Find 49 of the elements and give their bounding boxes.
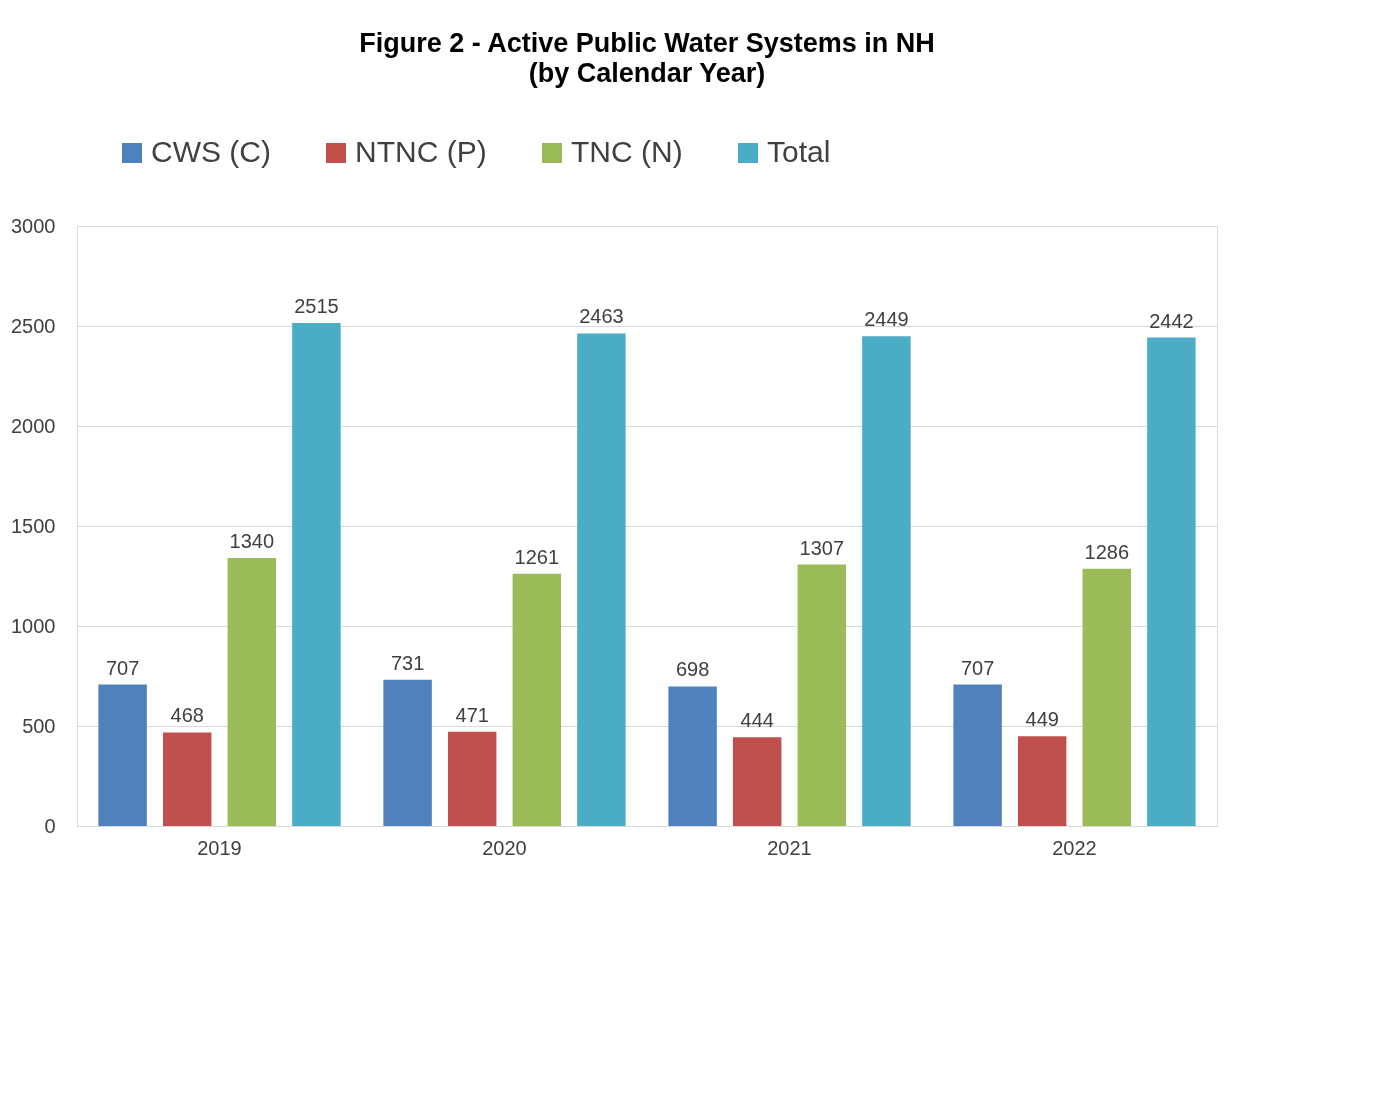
- data-label: 468: [170, 704, 204, 727]
- y-tick-label: 0: [44, 814, 56, 837]
- data-label: 698: [675, 658, 710, 681]
- bar: [227, 558, 277, 826]
- bar: [1017, 736, 1067, 826]
- bar: [797, 564, 847, 826]
- x-tick-label: 2022: [1052, 836, 1097, 859]
- data-label: 1261: [514, 545, 560, 568]
- bar: [862, 336, 911, 826]
- legend-label: CWS (C): [151, 135, 271, 168]
- y-tick-label: 1500: [11, 514, 56, 537]
- x-tick-label: 2019: [197, 836, 242, 859]
- y-tick-label: 1000: [11, 614, 56, 637]
- bar: [732, 737, 782, 826]
- legend-label: Total: [767, 135, 831, 168]
- x-tick-label: 2020: [482, 836, 527, 859]
- chart-title: Figure 2 - Active Public Water Systems in NH: [359, 28, 935, 58]
- data-label: 471: [455, 703, 489, 726]
- legend-label: TNC (N): [571, 135, 683, 168]
- y-tick-label: 2000: [11, 414, 56, 437]
- data-label: 1340: [229, 530, 275, 552]
- x-tick-label: 2021: [767, 836, 812, 859]
- chart-subtitle: (by Calendar Year): [528, 58, 766, 88]
- data-label: 1286: [1084, 540, 1130, 563]
- bar: [383, 679, 432, 826]
- data-label: 707: [960, 656, 995, 679]
- data-label: 444: [740, 709, 774, 732]
- data-label: 2463: [579, 305, 624, 328]
- y-tick-label: 2500: [11, 314, 56, 337]
- bar: [512, 573, 562, 826]
- data-label: 1307: [799, 536, 845, 559]
- bar: [98, 684, 147, 826]
- y-tick-label: 3000: [11, 214, 56, 237]
- data-label: 731: [390, 651, 425, 674]
- bar: [953, 684, 1002, 826]
- bar: [668, 686, 717, 826]
- bar: [292, 323, 341, 826]
- data-label: 2442: [1149, 309, 1194, 332]
- bar: [447, 731, 497, 826]
- y-tick-label: 500: [22, 714, 56, 737]
- data-label: 449: [1025, 708, 1059, 731]
- bar: [1082, 568, 1132, 826]
- data-label: 707: [105, 656, 140, 679]
- bar: [577, 333, 626, 826]
- data-label: 2449: [864, 308, 909, 331]
- data-label: 2515: [294, 295, 339, 317]
- legend-label: NTNC (P): [355, 135, 487, 168]
- bar: [162, 732, 212, 826]
- bar: [1147, 337, 1196, 826]
